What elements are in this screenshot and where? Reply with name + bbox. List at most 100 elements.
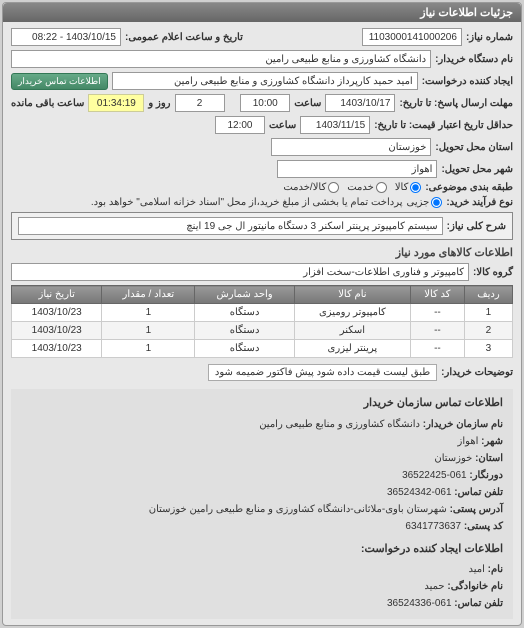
tel-value: 061-36524336	[387, 598, 452, 609]
tel-label: تلفن تماس:	[454, 598, 503, 609]
row-city: شهر محل تحویل: اهواز	[11, 160, 513, 178]
table-cell: 3	[464, 340, 512, 358]
deadline-label: مهلت ارسال پاسخ: تا تاریخ:	[399, 98, 513, 109]
col-unit: واحد شمارش	[195, 286, 295, 304]
postcode-value: 6341773637	[405, 521, 461, 532]
address-label: آدرس پستی:	[450, 504, 503, 515]
panel-body: شماره نیاز: 1103000141000206 تاریخ و ساع…	[3, 22, 521, 625]
table-cell: دستگاه	[195, 304, 295, 322]
table-cell: 1	[102, 304, 195, 322]
opt-both[interactable]: کالا/خدمت	[283, 182, 339, 193]
table-cell: --	[410, 322, 464, 340]
fax-label: دورنگار:	[469, 470, 503, 481]
items-section-title: اطلاعات کالاهای مورد نیاز	[11, 246, 513, 259]
table-row: 1--کامپیوتر رومیزیدستگاه11403/10/23	[12, 304, 513, 322]
opt-goods[interactable]: کالا	[395, 182, 422, 193]
city-value: اهواز	[277, 160, 437, 178]
quote-label: حداقل تاریخ اعتبار قیمت: تا تاریخ:	[374, 120, 513, 131]
lname-value: حمید	[424, 581, 444, 592]
buyer-note-text: طبق لیست قیمت داده شود پیش فاکتور ضمیمه …	[208, 364, 437, 381]
address-value: شهرستان باوی-ملاثانی-دانشگاه کشاورزی و م…	[149, 504, 447, 515]
table-cell: اسکنر	[294, 322, 410, 340]
desc-text: سیستم کامپیوتر پرینتر اسکنر 3 دستگاه مان…	[18, 217, 443, 235]
table-cell: 2	[464, 322, 512, 340]
buyer-value: دانشگاه کشاورزی و منابع طبیعی رامین	[11, 50, 431, 68]
table-cell: دستگاه	[195, 340, 295, 358]
deadline-date: 1403/10/17	[325, 94, 395, 112]
quote-date: 1403/11/15	[300, 116, 370, 134]
phone-label: تلفن تماس:	[454, 487, 503, 498]
hour-label-1: ساعت	[294, 98, 321, 109]
fax-value: 061-36522425	[402, 470, 467, 481]
classification-label: طبقه بندی موضوعی:	[425, 182, 513, 193]
buyer-note-label: توضیحات خریدار:	[441, 367, 513, 378]
table-cell: 1403/10/23	[12, 322, 102, 340]
name-label: نام:	[488, 564, 503, 575]
announce-datetime-label: تاریخ و ساعت اعلام عمومی:	[125, 32, 243, 43]
group-label: گروه کالا:	[473, 267, 513, 278]
process-label: نوع فرآیند خرید:	[446, 197, 513, 208]
row-process: نوع فرآیند خرید: جزیی پرداخت تمام یا بخش…	[11, 197, 513, 208]
row-buyer: نام دستگاه خریدار: دانشگاه کشاورزی و منا…	[11, 50, 513, 68]
table-row: 2--اسکنردستگاه11403/10/23	[12, 322, 513, 340]
province-value: خوزستان	[271, 138, 431, 156]
table-cell: دستگاه	[195, 322, 295, 340]
c-province-value: خوزستان	[434, 453, 472, 464]
remain-time: 01:34:19	[88, 94, 144, 112]
desc-label: شرح کلی نیاز:	[447, 221, 506, 232]
province-label: استان محل تحویل:	[435, 142, 513, 153]
contact-title: اطلاعات تماس سازمان خریدار	[21, 395, 503, 413]
process-note: پرداخت تمام یا بخشی از مبلغ خرید،از محل …	[91, 197, 403, 208]
row-classification: طبقه بندی موضوعی: کالا خدمت کالا/خدمت	[11, 182, 513, 193]
need-number-label: شماره نیاز:	[466, 32, 513, 43]
days-and-label: روز و	[148, 98, 170, 109]
c-province-label: استان:	[475, 453, 503, 464]
table-cell: کامپیوتر رومیزی	[294, 304, 410, 322]
table-cell: --	[410, 304, 464, 322]
row-province: استان محل تحویل: خوزستان	[11, 138, 513, 156]
table-cell: --	[410, 340, 464, 358]
remain-days: 2	[175, 94, 225, 112]
table-header-row: ردیف کد کالا نام کالا واحد شمارش تعداد /…	[12, 286, 513, 304]
table-cell: 1403/10/23	[12, 304, 102, 322]
opt-minor[interactable]: جزیی	[407, 197, 443, 208]
col-qty: تعداد / مقدار	[102, 286, 195, 304]
buyer-label: نام دستگاه خریدار:	[435, 54, 513, 65]
row-quote: حداقل تاریخ اعتبار قیمت: تا تاریخ: 1403/…	[11, 116, 513, 134]
row-creator: ایجاد کننده درخواست: امید حمید کارپرداز …	[11, 72, 513, 90]
contact-section: اطلاعات تماس سازمان خریدار نام سازمان خر…	[11, 389, 513, 619]
need-description-box: شرح کلی نیاز: سیستم کامپیوتر پرینتر اسکن…	[11, 212, 513, 240]
name-value: امید	[468, 564, 484, 575]
phone-value: 061-36524342	[387, 487, 452, 498]
table-row: 3--پرینتر لیزریدستگاه11403/10/23	[12, 340, 513, 358]
c-city-value: اهواز	[458, 436, 479, 447]
table-cell: 1403/10/23	[12, 340, 102, 358]
col-index: ردیف	[464, 286, 512, 304]
hour-label-2: ساعت	[269, 120, 296, 131]
row-buyer-note: توضیحات خریدار: طبق لیست قیمت داده شود پ…	[11, 364, 513, 381]
table-cell: 1	[102, 340, 195, 358]
table-cell: 1	[464, 304, 512, 322]
need-details-panel: جزئیات اطلاعات نیاز شماره نیاز: 11030001…	[2, 2, 522, 626]
creator-label: ایجاد کننده درخواست:	[422, 76, 513, 87]
panel-title: جزئیات اطلاعات نیاز	[3, 3, 521, 22]
buyer-contact-button[interactable]: اطلاعات تماس خریدار	[11, 73, 108, 90]
deadline-time: 10:00	[240, 94, 290, 112]
postcode-label: کد پستی:	[464, 521, 503, 532]
opt-service[interactable]: خدمت	[347, 182, 387, 193]
row-deadline: مهلت ارسال پاسخ: تا تاریخ: 1403/10/17 سا…	[11, 94, 513, 112]
creator-value: امید حمید کارپرداز دانشگاه کشاورزی و منا…	[112, 72, 418, 90]
row-need-number: شماره نیاز: 1103000141000206 تاریخ و ساع…	[11, 28, 513, 46]
row-group: گروه کالا: کامپیوتر و فناوری اطلاعات-سخت…	[11, 263, 513, 281]
remain-label: ساعت باقی مانده	[11, 98, 84, 109]
lname-label: نام خانوادگی:	[447, 581, 503, 592]
col-name: نام کالا	[294, 286, 410, 304]
requester-title: اطلاعات ایجاد کننده درخواست:	[21, 541, 503, 559]
group-value: کامپیوتر و فناوری اطلاعات-سخت افزار	[11, 263, 469, 281]
c-city-label: شهر:	[481, 436, 503, 447]
items-table: ردیف کد کالا نام کالا واحد شمارش تعداد /…	[11, 285, 513, 358]
col-date: تاریخ نیاز	[12, 286, 102, 304]
col-code: کد کالا	[410, 286, 464, 304]
table-cell: 1	[102, 322, 195, 340]
announce-datetime-value: 1403/10/15 - 08:22	[11, 28, 121, 46]
